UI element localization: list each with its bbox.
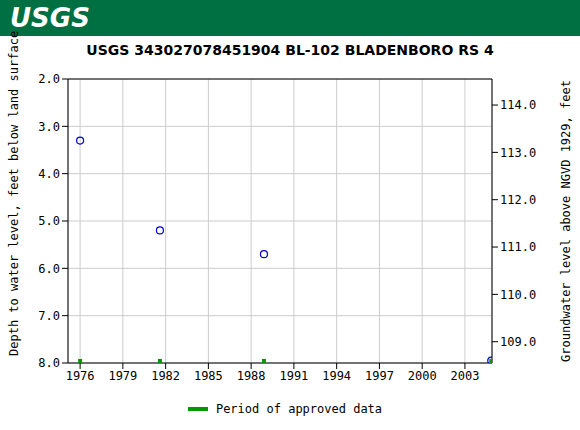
svg-text:110.0: 110.0 [500,288,536,302]
html-text:USGS 343027078451904 BL-102 BL: USGS 343027078451904 BL-102 BLADENBORO R… [86,42,494,58]
svg-text:6.0: 6.0 [38,262,60,276]
svg-text:2003: 2003 [450,369,479,383]
svg-text:1997: 1997 [365,369,394,383]
svg-text:114.0: 114.0 [500,98,536,112]
svg-text:8.0: 8.0 [38,356,60,370]
svg-text:1979: 1979 [108,369,137,383]
html-text:Depth to water level, feet bel: Depth to water level, feet below land su… [7,30,21,356]
svg-text:1991: 1991 [279,369,308,383]
svg-text:3.0: 3.0 [38,120,60,134]
svg-text:109.0: 109.0 [500,335,536,349]
svg-text:1994: 1994 [322,369,351,383]
svg-text:2000: 2000 [408,369,437,383]
svg-text:1985: 1985 [194,369,223,383]
svg-text:113.0: 113.0 [500,146,536,160]
svg-text:7.0: 7.0 [38,309,60,323]
svg-text:1988: 1988 [237,369,266,383]
svg-text:4.0: 4.0 [38,167,60,181]
svg-text:112.0: 112.0 [500,193,536,207]
svg-text:1982: 1982 [151,369,180,383]
svg-text:1976: 1976 [66,369,95,383]
svg-text:2.0: 2.0 [38,72,60,86]
svg-text:111.0: 111.0 [500,240,536,254]
html-text:Groundwater level above NGVD 1: Groundwater level above NGVD 1929, feet [559,80,573,362]
svg-text:5.0: 5.0 [38,214,60,228]
html-text:USGS: USGS [10,3,90,33]
html-text:Period of approved data: Period of approved data [215,402,383,416]
